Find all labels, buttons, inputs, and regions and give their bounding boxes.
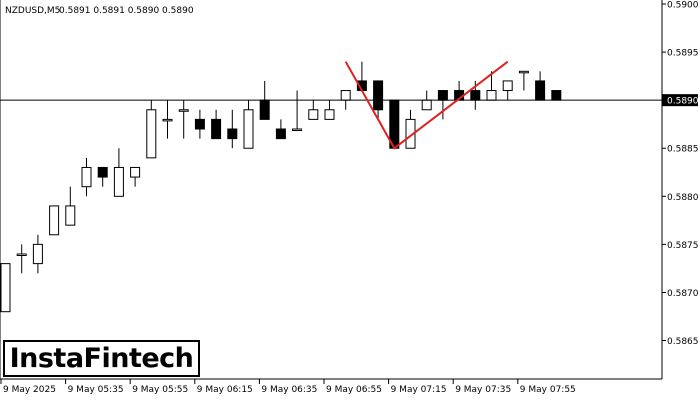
bull-candle-body: [518, 70, 529, 74]
symbol-timeframe-label: NZDUSD,M5: [5, 6, 60, 16]
bear-candle-body: [470, 90, 481, 101]
candle: [551, 90, 562, 101]
bull-candle-body: [324, 109, 335, 120]
bull-candle-body: [65, 205, 76, 226]
x-tick-label: 9 May 2025: [3, 385, 56, 395]
bull-candle-body: [243, 109, 254, 149]
current-price-box-bg: [662, 94, 698, 107]
logo-text: InstaFintech: [9, 343, 194, 374]
candle: [49, 205, 60, 236]
bull-candle-body: [162, 118, 173, 122]
candle: [81, 157, 92, 197]
bull-candle-body: [32, 243, 43, 265]
bull-candle-body: [16, 253, 27, 256]
candle: [227, 109, 238, 149]
instafintech-logo: InstaFintech: [3, 340, 200, 377]
bull-candle-body: [113, 166, 124, 197]
candle: [194, 109, 205, 139]
candle: [292, 90, 303, 131]
bull-candle-body: [502, 80, 513, 92]
bear-candle-body: [227, 128, 238, 140]
candle: [502, 80, 513, 101]
bull-candle-body: [130, 166, 141, 178]
x-tick-label: 9 May 06:55: [326, 385, 382, 395]
candle: [65, 186, 76, 226]
bull-candle-body: [292, 128, 303, 131]
candle: [0, 263, 11, 313]
x-tick-label: 9 May 07:35: [455, 385, 511, 395]
bull-candle-body: [81, 166, 92, 188]
x-tick-label: 9 May 06:15: [197, 385, 253, 395]
x-tick-label: 9 May 06:35: [261, 385, 317, 395]
candle: [178, 100, 189, 139]
candles-layer: [0, 61, 562, 313]
current-price-box: 0.5890: [662, 94, 699, 107]
y-tick-label: 0.5880: [667, 193, 699, 203]
ohlc-values-label: 0.5891 0.5891 0.5890 0.5890: [59, 6, 194, 16]
candle: [518, 70, 529, 91]
y-tick-label: 0.5870: [667, 289, 699, 299]
candle: [324, 100, 335, 120]
x-tick-label: 9 May 05:35: [68, 385, 124, 395]
bull-candle-body: [146, 109, 157, 159]
bull-candle-body: [486, 90, 497, 101]
bear-candle-body: [97, 166, 108, 178]
bear-candle-body: [211, 118, 222, 140]
x-tick-label: 9 May 07:55: [520, 385, 576, 395]
bull-candle-body: [178, 109, 189, 112]
current-price-label: 0.5890: [667, 97, 699, 107]
candle: [130, 166, 141, 187]
bull-candle-body: [0, 263, 11, 313]
bear-candle-body: [275, 128, 286, 140]
bear-candle-body: [437, 90, 448, 101]
price-axis-background: [662, 0, 700, 400]
y-axis-ticks: 0.5900 0.5895 0.5885 0.5880 0.5875 0.5870 0.58…: [662, 1, 699, 347]
y-tick-label: 0.5885: [667, 145, 699, 155]
y-tick-label: 0.5865: [667, 337, 699, 347]
bear-candle-body: [535, 80, 546, 101]
candle: [211, 109, 222, 140]
candle: [97, 166, 108, 187]
x-axis-ticks: 9 May 2025 9 May 05:35 9 May 05:55 9 May 06…: [0, 379, 576, 395]
bull-candle-body: [405, 118, 416, 149]
y-tick-label: 0.5875: [667, 241, 699, 251]
bear-candle-body: [551, 90, 562, 101]
candle: [113, 148, 124, 197]
x-tick-label: 9 May 05:55: [132, 385, 188, 395]
candle: [405, 109, 416, 149]
bear-candle-body: [259, 99, 270, 120]
bull-candle-body: [308, 109, 319, 120]
candle: [162, 100, 173, 139]
candle: [243, 100, 254, 149]
y-tick-label: 0.5900: [667, 1, 699, 11]
bear-candle-body: [373, 80, 384, 111]
candle: [146, 100, 157, 159]
candle: [32, 234, 43, 274]
candle: [16, 244, 27, 274]
bull-candle-body: [49, 205, 60, 236]
y-tick-label: 0.5895: [667, 49, 699, 59]
double-top-pattern-line: [344, 60, 509, 150]
candle: [308, 100, 319, 120]
x-tick-label: 9 May 07:15: [391, 385, 447, 395]
bull-candle-body: [340, 90, 351, 101]
candle: [275, 119, 286, 140]
bear-candle-body: [194, 118, 205, 130]
bull-candle-body: [421, 99, 432, 111]
